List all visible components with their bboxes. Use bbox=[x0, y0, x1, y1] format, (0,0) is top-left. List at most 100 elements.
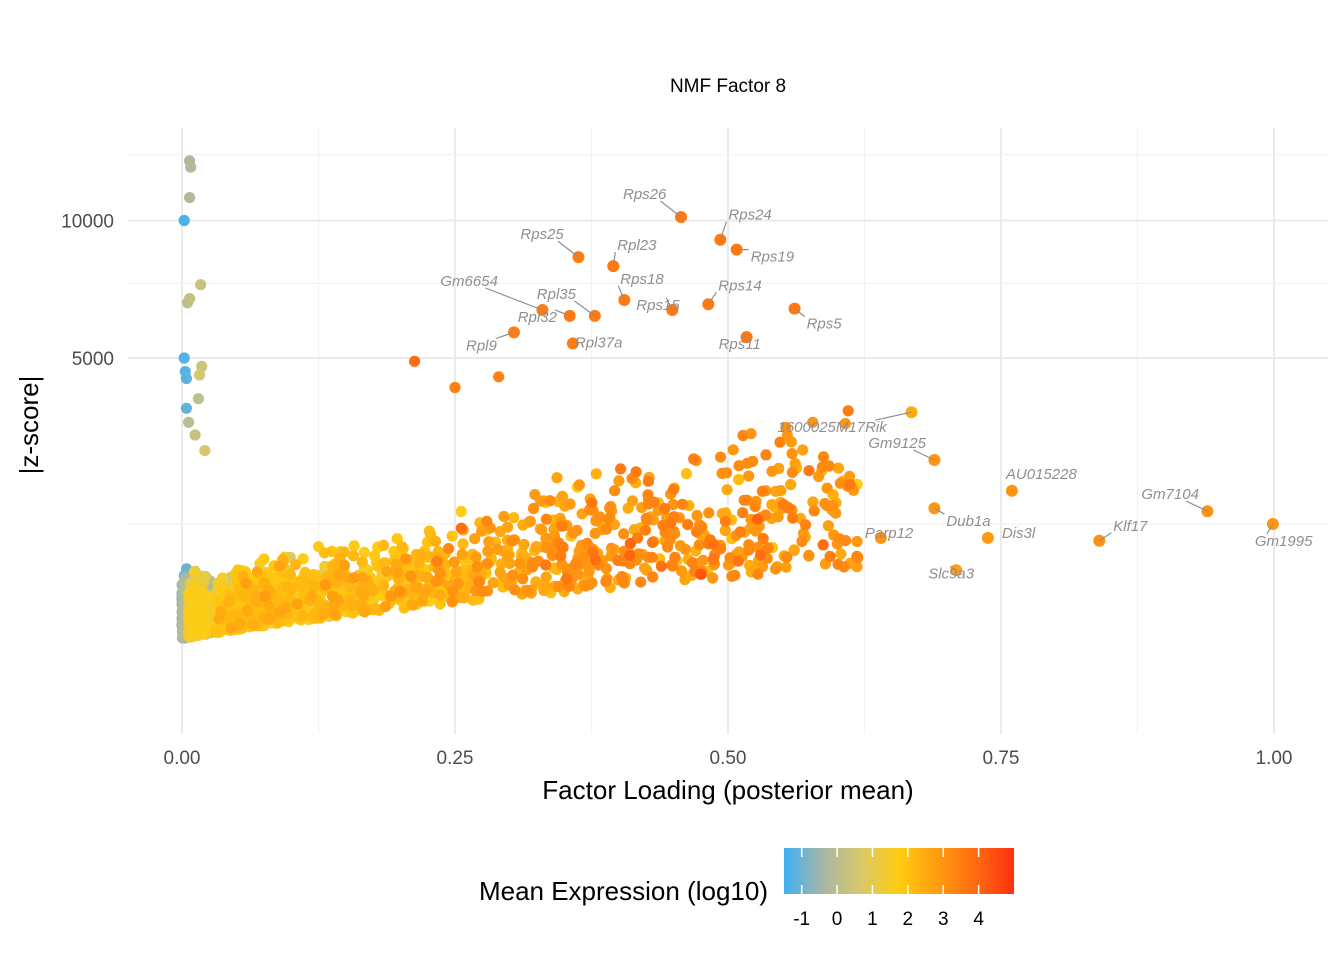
gene-point bbox=[586, 497, 598, 509]
gene-point bbox=[642, 489, 654, 501]
gene-point bbox=[455, 522, 467, 534]
gene-point bbox=[231, 609, 243, 621]
legend-colorbar bbox=[784, 848, 1014, 894]
labeled-gene-point bbox=[1005, 484, 1018, 497]
gene-point bbox=[263, 600, 275, 612]
gene-point bbox=[624, 549, 636, 561]
gene-point bbox=[526, 561, 539, 573]
gene-point bbox=[348, 572, 360, 584]
gene-point bbox=[344, 581, 356, 593]
gene-point bbox=[682, 519, 694, 531]
gene-point bbox=[210, 626, 222, 638]
gene-point bbox=[333, 569, 345, 581]
gene-point bbox=[188, 604, 201, 616]
labeled-gene-point bbox=[981, 531, 994, 544]
gene-point bbox=[409, 355, 421, 367]
y-axis-ticks: 5000 10000 bbox=[61, 211, 114, 370]
gene-point bbox=[679, 543, 692, 555]
gene-point bbox=[842, 405, 854, 417]
gene-point bbox=[415, 549, 427, 561]
y-tick-label: 10000 bbox=[61, 211, 114, 232]
gene-point bbox=[590, 468, 602, 480]
gene-point bbox=[263, 613, 275, 625]
gene-point bbox=[844, 479, 856, 491]
gene-point bbox=[417, 595, 429, 607]
gene-point bbox=[476, 525, 488, 537]
gene-point bbox=[824, 550, 836, 563]
label-leader-line bbox=[660, 200, 682, 218]
gene-point bbox=[821, 482, 833, 494]
gene-label: Rpl32 bbox=[518, 309, 558, 326]
gene-point bbox=[616, 571, 628, 583]
gene-point bbox=[757, 532, 769, 545]
gene-point bbox=[551, 472, 563, 484]
gene-point bbox=[594, 511, 606, 523]
gene-point bbox=[358, 606, 371, 618]
label-leader-line bbox=[554, 309, 570, 317]
labeled-gene-point bbox=[874, 531, 887, 544]
gene-point bbox=[327, 590, 339, 603]
gene-point bbox=[556, 490, 569, 502]
gene-point bbox=[766, 499, 778, 511]
gene-point bbox=[502, 521, 514, 533]
gene-point bbox=[697, 554, 709, 566]
gene-label: Rps24 bbox=[728, 207, 771, 224]
gene-point bbox=[724, 552, 736, 564]
gene-point bbox=[282, 581, 294, 593]
gene-point bbox=[589, 527, 601, 540]
gene-label: Dis3l bbox=[1002, 525, 1036, 542]
label-leader-line bbox=[495, 331, 515, 339]
gene-point bbox=[518, 538, 530, 551]
gene-point bbox=[688, 453, 700, 465]
gene-point bbox=[564, 498, 576, 510]
color-legend: Mean Expression (log10) -1 0 1 2 3 4 bbox=[479, 848, 1014, 930]
gene-point bbox=[544, 495, 556, 507]
gene-point bbox=[703, 507, 715, 519]
gene-label: Rpl35 bbox=[537, 286, 577, 303]
gene-point bbox=[251, 596, 263, 608]
gene-point bbox=[297, 610, 309, 622]
gene-label: Gm9125 bbox=[868, 435, 926, 452]
gene-point bbox=[494, 566, 506, 578]
gene-point bbox=[536, 524, 548, 536]
gene-point bbox=[521, 584, 534, 597]
gene-point bbox=[803, 465, 815, 477]
gene-point bbox=[640, 512, 652, 525]
gene-point bbox=[307, 580, 319, 592]
gene-point bbox=[487, 577, 499, 589]
gene-point bbox=[455, 505, 467, 518]
gene-point bbox=[775, 485, 787, 497]
gene-point bbox=[491, 543, 504, 556]
gene-point bbox=[707, 538, 719, 550]
gene-point bbox=[517, 573, 529, 585]
gene-point bbox=[509, 584, 521, 596]
gene-point bbox=[378, 539, 390, 552]
gene-point bbox=[381, 565, 393, 577]
label-leader-line bbox=[1098, 532, 1112, 542]
gene-point bbox=[676, 498, 689, 510]
gene-point bbox=[646, 536, 659, 549]
gene-point bbox=[291, 598, 303, 610]
gene-point bbox=[482, 545, 494, 557]
gene-point bbox=[642, 475, 655, 487]
gene-point bbox=[237, 590, 249, 602]
gene-point bbox=[196, 360, 208, 372]
gene-point bbox=[781, 551, 793, 563]
label-leader-line bbox=[874, 411, 912, 421]
gene-point bbox=[762, 542, 774, 554]
gene-point bbox=[589, 554, 601, 566]
gene-point bbox=[749, 501, 761, 513]
gene-point bbox=[647, 571, 659, 583]
gene-point bbox=[324, 570, 336, 582]
gene-point bbox=[581, 537, 593, 550]
gene-point bbox=[741, 457, 753, 469]
gene-point bbox=[807, 496, 819, 508]
gene-point bbox=[686, 557, 699, 569]
label-leader-line bbox=[1186, 500, 1208, 512]
gene-labels: Rps26 Rps24 Rps19 Rps25 Rpl23 Rpl35 Rps18 Rps14… bbox=[440, 186, 1313, 582]
gene-point bbox=[613, 475, 625, 487]
gene-point bbox=[473, 576, 485, 588]
gene-point bbox=[299, 566, 311, 579]
gene-point bbox=[338, 559, 350, 572]
gene-point bbox=[751, 513, 764, 525]
